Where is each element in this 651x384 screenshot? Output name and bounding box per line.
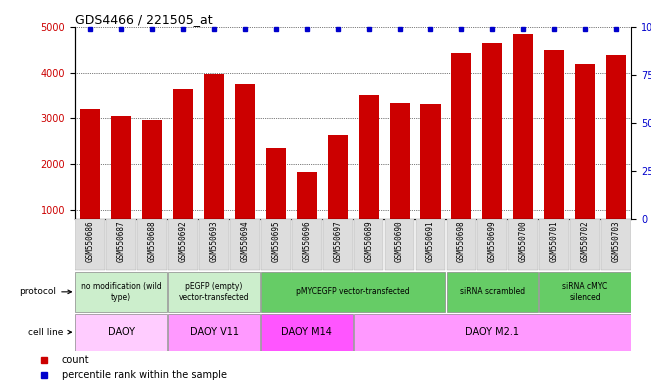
FancyBboxPatch shape — [323, 219, 353, 270]
Text: GSM550699: GSM550699 — [488, 220, 497, 262]
Text: DAOY M14: DAOY M14 — [281, 327, 332, 337]
Bar — [451, 53, 471, 255]
Text: pEGFP (empty)
vector-transfected: pEGFP (empty) vector-transfected — [179, 282, 249, 301]
FancyBboxPatch shape — [447, 271, 538, 312]
Text: GSM550700: GSM550700 — [519, 220, 528, 262]
Text: GSM550687: GSM550687 — [117, 220, 126, 262]
Text: GSM550688: GSM550688 — [148, 220, 157, 262]
Text: DAOY: DAOY — [108, 327, 135, 337]
FancyBboxPatch shape — [570, 219, 600, 270]
Bar — [204, 73, 224, 255]
Bar — [575, 64, 595, 255]
Text: GSM550697: GSM550697 — [333, 220, 342, 262]
FancyBboxPatch shape — [447, 219, 477, 270]
Text: siRNA scrambled: siRNA scrambled — [460, 287, 525, 296]
FancyBboxPatch shape — [137, 219, 167, 270]
Bar — [266, 147, 286, 255]
FancyBboxPatch shape — [292, 219, 322, 270]
FancyBboxPatch shape — [477, 219, 507, 270]
Text: GSM550703: GSM550703 — [611, 220, 620, 262]
Text: GSM550696: GSM550696 — [302, 220, 311, 262]
Bar — [606, 55, 626, 255]
Bar — [297, 172, 317, 255]
Text: DAOY V11: DAOY V11 — [189, 327, 238, 337]
Bar — [235, 84, 255, 255]
FancyBboxPatch shape — [76, 314, 167, 351]
Text: protocol: protocol — [20, 287, 72, 296]
FancyBboxPatch shape — [106, 219, 136, 270]
Text: DAOY M2.1: DAOY M2.1 — [465, 327, 519, 337]
FancyBboxPatch shape — [261, 314, 353, 351]
Text: no modification (wild
type): no modification (wild type) — [81, 282, 161, 301]
Text: count: count — [62, 355, 89, 365]
Text: GSM550691: GSM550691 — [426, 220, 435, 262]
Bar — [142, 120, 162, 255]
Text: GSM550693: GSM550693 — [210, 220, 219, 262]
FancyBboxPatch shape — [168, 219, 198, 270]
Text: GSM550686: GSM550686 — [86, 220, 95, 262]
Text: GSM550695: GSM550695 — [271, 220, 281, 262]
Text: percentile rank within the sample: percentile rank within the sample — [62, 370, 227, 380]
Bar — [513, 34, 533, 255]
FancyBboxPatch shape — [353, 219, 383, 270]
Text: pMYCEGFP vector-transfected: pMYCEGFP vector-transfected — [296, 287, 410, 296]
Bar — [359, 94, 379, 255]
Text: cell line: cell line — [29, 328, 72, 337]
FancyBboxPatch shape — [76, 271, 167, 312]
FancyBboxPatch shape — [168, 271, 260, 312]
FancyBboxPatch shape — [385, 219, 415, 270]
FancyBboxPatch shape — [508, 219, 538, 270]
FancyBboxPatch shape — [168, 314, 260, 351]
Bar — [482, 43, 503, 255]
FancyBboxPatch shape — [415, 219, 445, 270]
Text: GSM550692: GSM550692 — [178, 220, 187, 262]
FancyBboxPatch shape — [353, 314, 631, 351]
Bar — [389, 103, 409, 255]
FancyBboxPatch shape — [230, 219, 260, 270]
Text: GSM550694: GSM550694 — [240, 220, 249, 262]
Text: siRNA cMYC
silenced: siRNA cMYC silenced — [562, 282, 608, 301]
Bar — [80, 109, 100, 255]
Text: GSM550698: GSM550698 — [457, 220, 466, 262]
FancyBboxPatch shape — [539, 271, 631, 312]
FancyBboxPatch shape — [261, 219, 291, 270]
Bar — [544, 50, 564, 255]
Text: GSM550690: GSM550690 — [395, 220, 404, 262]
Text: GDS4466 / 221505_at: GDS4466 / 221505_at — [75, 13, 212, 26]
FancyBboxPatch shape — [76, 219, 105, 270]
Bar — [111, 116, 132, 255]
Bar — [327, 135, 348, 255]
Bar — [421, 104, 441, 255]
Text: GSM550689: GSM550689 — [364, 220, 373, 262]
Bar — [173, 89, 193, 255]
FancyBboxPatch shape — [261, 271, 445, 312]
FancyBboxPatch shape — [601, 219, 631, 270]
FancyBboxPatch shape — [199, 219, 229, 270]
Text: GSM550701: GSM550701 — [549, 220, 559, 262]
Text: GSM550702: GSM550702 — [581, 220, 590, 262]
FancyBboxPatch shape — [539, 219, 569, 270]
